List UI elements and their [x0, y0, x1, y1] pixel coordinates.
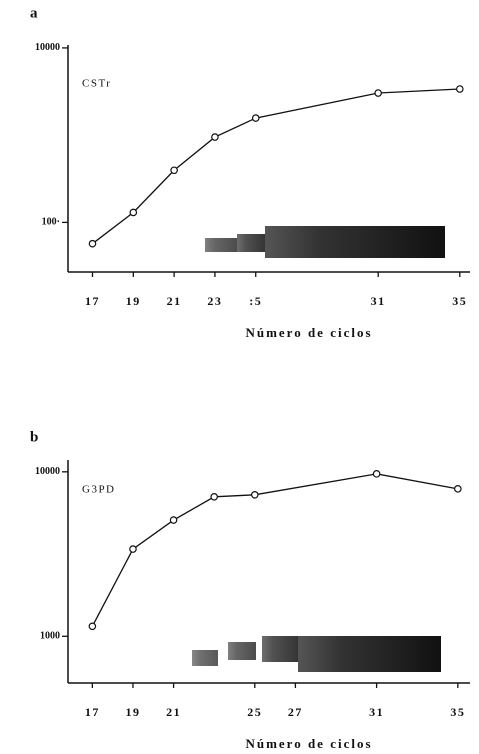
annotation: G3PD: [82, 484, 116, 496]
x-axis-label: Número de ciclos: [245, 325, 372, 340]
data-point: [210, 492, 218, 501]
x-tick-label: 19: [126, 294, 141, 308]
data-point: [88, 622, 97, 631]
x-tick-label: 27: [288, 705, 303, 719]
data-point: [372, 470, 381, 478]
panel-label: b: [30, 429, 40, 445]
data-point: [454, 485, 462, 493]
data-point: [251, 114, 260, 122]
x-tick-label: :5: [249, 294, 262, 308]
x-tick-label: 23: [207, 294, 222, 308]
gel-image-b: [192, 636, 441, 672]
y-tick-label: 10000: [35, 466, 60, 477]
data-point: [211, 133, 219, 141]
y-tick-label: 10000: [35, 42, 60, 53]
x-tick-label: 31: [369, 705, 384, 719]
data-point: [170, 166, 178, 175]
y-tick-label: 100·: [42, 217, 60, 228]
data-point: [129, 545, 137, 553]
annotation: CSTr: [82, 78, 111, 90]
data-point: [374, 89, 382, 97]
y-tick-label: 1000: [40, 631, 60, 642]
gel-image-a: [205, 226, 445, 258]
x-tick-label: 31: [371, 294, 386, 308]
data-point: [455, 85, 464, 93]
x-tick-label: 21: [167, 294, 182, 308]
data-point: [169, 516, 178, 524]
x-tick-label: 19: [125, 705, 140, 719]
data-point: [88, 239, 97, 248]
x-tick-label: 35: [450, 705, 465, 719]
x-tick-label: 21: [166, 705, 181, 719]
panel-label: a: [30, 5, 39, 21]
x-tick-label: 17: [85, 705, 100, 719]
data-point: [250, 490, 259, 499]
x-tick-label: 25: [247, 705, 262, 719]
data-point: [129, 208, 138, 217]
x-tick-label: 35: [452, 294, 467, 308]
x-axis-label: Número de ciclos: [245, 736, 372, 751]
data-line: [92, 88, 460, 245]
data-line: [91, 473, 458, 627]
x-tick-label: 17: [85, 294, 100, 308]
